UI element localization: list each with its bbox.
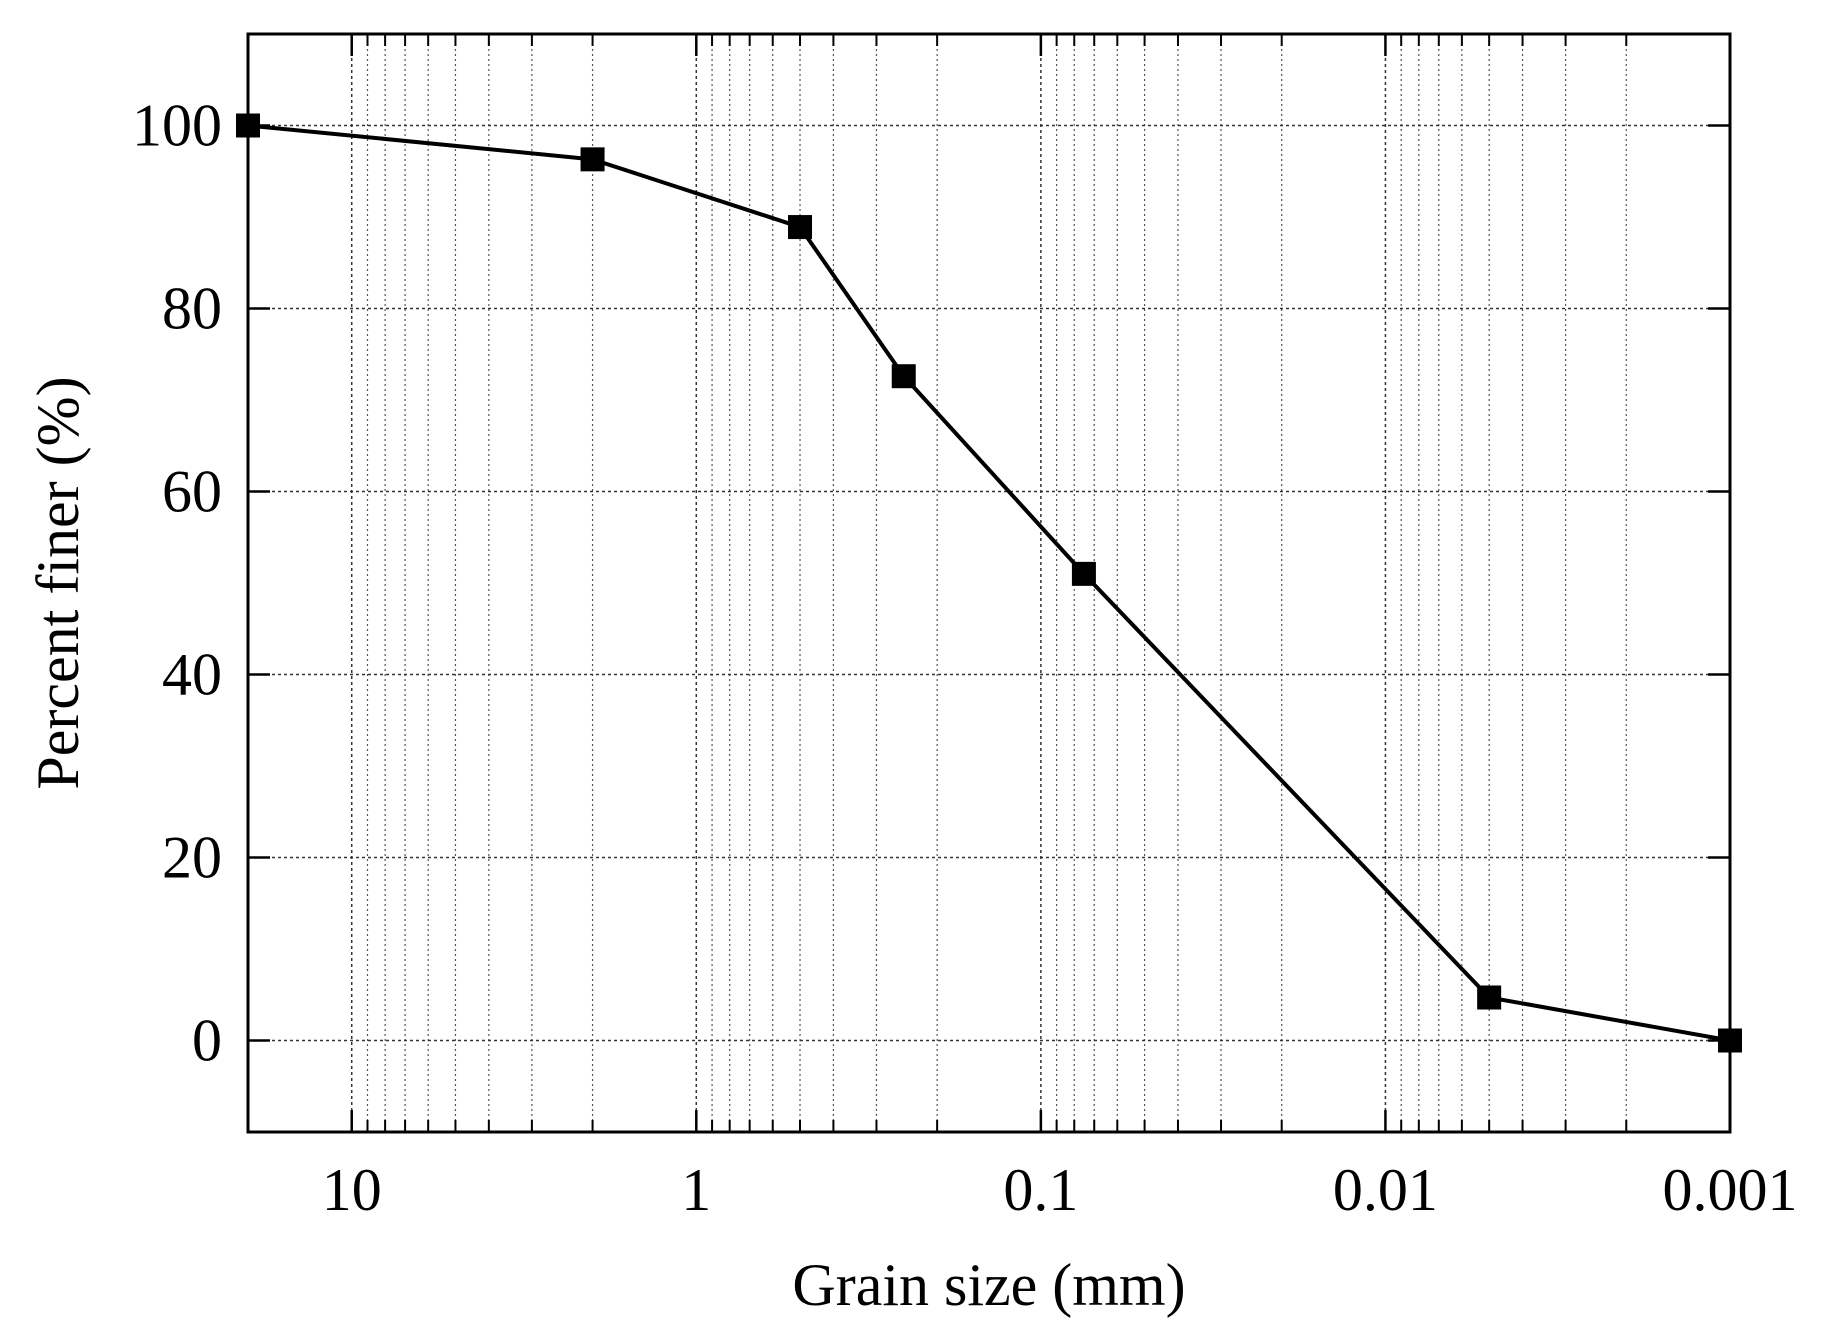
x-tick-labels: 10 1 0.1 0.01 0.001 [322, 1157, 1798, 1223]
data-point [580, 147, 605, 172]
y-tick-label: 100 [132, 93, 222, 159]
x-axis-title: Grain size (mm) [792, 1252, 1185, 1318]
x-tick-label: 1 [681, 1157, 711, 1223]
x-tick-label: 0.01 [1333, 1157, 1438, 1223]
x-tick-label: 0.001 [1663, 1157, 1798, 1223]
y-tick-label: 40 [162, 642, 222, 708]
y-tick-label: 0 [192, 1008, 222, 1074]
y-axis-title: Percent finer (%) [25, 376, 91, 789]
major-grid [248, 34, 1730, 1132]
y-tick-labels: 0 20 40 60 80 100 [132, 93, 222, 1074]
y-tick-label: 80 [162, 276, 222, 342]
y-tick-label: 60 [162, 459, 222, 525]
series-layer [236, 113, 1742, 1053]
x-tick-label: 10 [322, 1157, 382, 1223]
data-point [891, 364, 916, 389]
data-point [788, 215, 813, 240]
y-tick-label: 20 [162, 825, 222, 891]
data-point [1071, 561, 1096, 586]
x-tick-label: 0.1 [1003, 1157, 1078, 1223]
minor-grid [366, 34, 1627, 1132]
data-point [1477, 985, 1502, 1010]
plot-frame [246, 32, 1732, 1134]
